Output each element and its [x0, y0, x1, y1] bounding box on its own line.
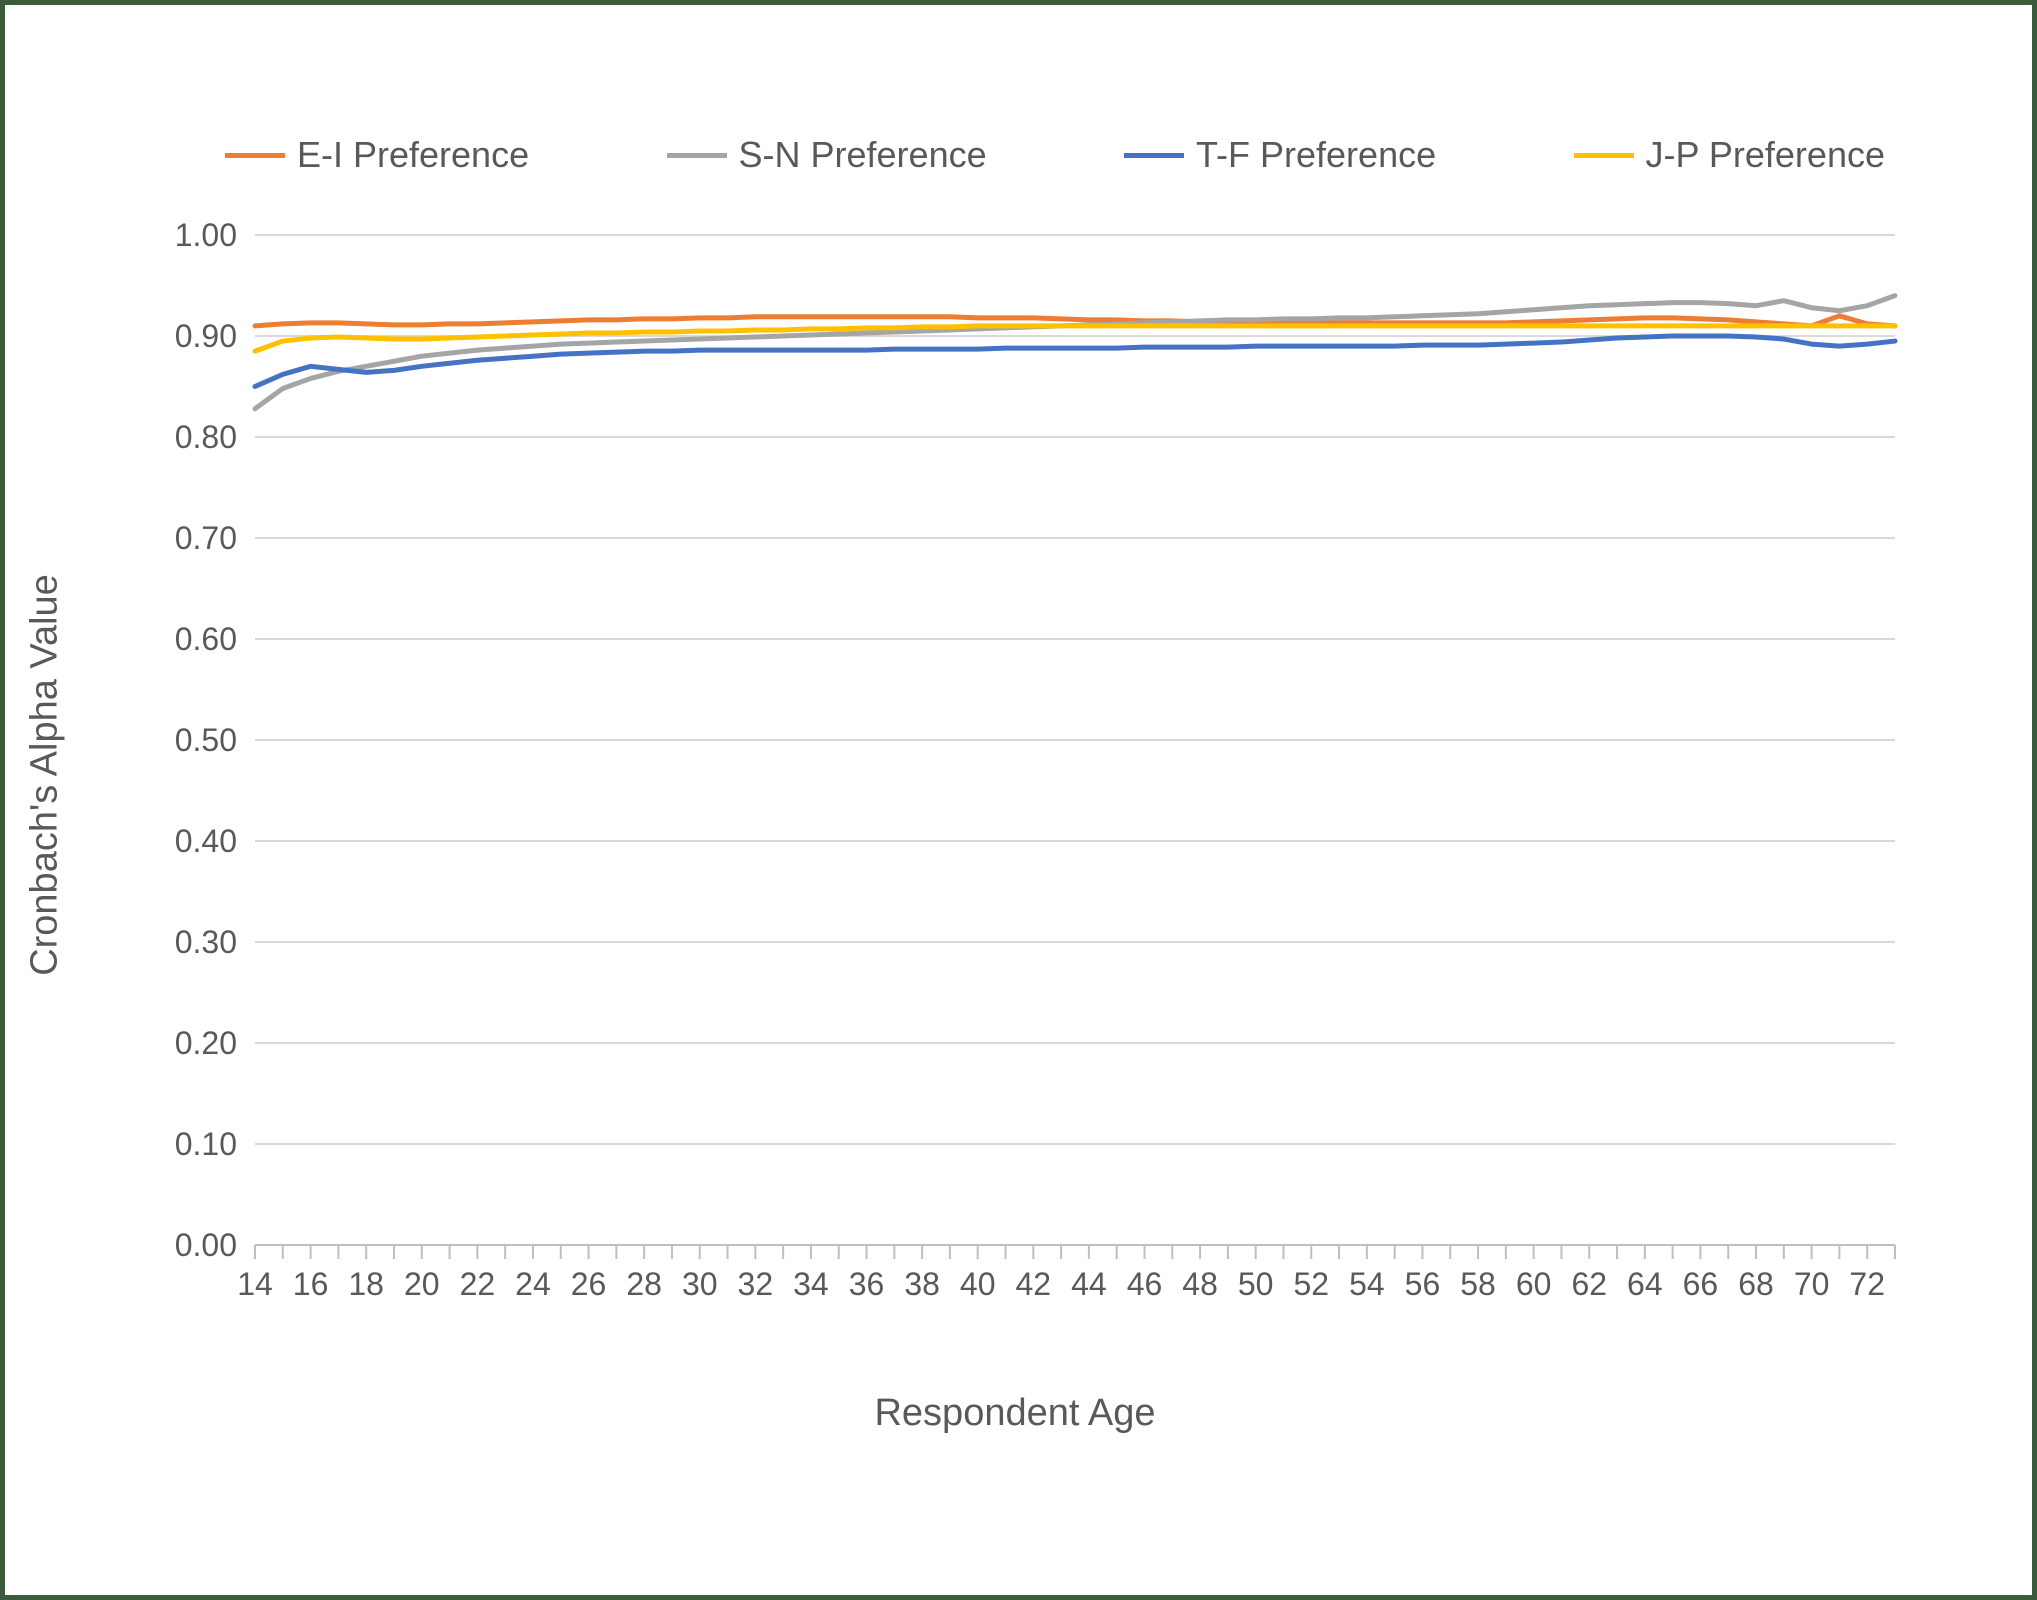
svg-text:22: 22: [460, 1266, 496, 1302]
svg-text:0.20: 0.20: [175, 1025, 237, 1061]
legend-item-jp: J-P Preference: [1574, 134, 1885, 176]
svg-text:36: 36: [849, 1266, 885, 1302]
svg-text:18: 18: [348, 1266, 384, 1302]
svg-text:16: 16: [293, 1266, 329, 1302]
svg-text:72: 72: [1849, 1266, 1885, 1302]
svg-text:26: 26: [571, 1266, 607, 1302]
legend-swatch-jp: [1574, 153, 1634, 158]
svg-text:0.10: 0.10: [175, 1126, 237, 1162]
svg-text:44: 44: [1071, 1266, 1107, 1302]
svg-text:0.70: 0.70: [175, 520, 237, 556]
svg-text:20: 20: [404, 1266, 440, 1302]
legend-swatch-ei: [225, 153, 285, 158]
svg-text:48: 48: [1182, 1266, 1218, 1302]
legend: E-I Preference S-N Preference T-F Prefer…: [225, 125, 1885, 185]
svg-text:66: 66: [1683, 1266, 1719, 1302]
chart-container: E-I Preference S-N Preference T-F Prefer…: [105, 125, 1925, 1425]
svg-text:60: 60: [1516, 1266, 1552, 1302]
svg-text:70: 70: [1794, 1266, 1830, 1302]
svg-text:1.00: 1.00: [175, 217, 237, 253]
legend-label-jp: J-P Preference: [1646, 134, 1885, 176]
legend-label-ei: E-I Preference: [297, 134, 529, 176]
legend-swatch-sn: [667, 153, 727, 158]
svg-text:50: 50: [1238, 1266, 1274, 1302]
legend-swatch-tf: [1124, 153, 1184, 158]
svg-text:28: 28: [626, 1266, 662, 1302]
svg-text:46: 46: [1127, 1266, 1163, 1302]
chart-frame: E-I Preference S-N Preference T-F Prefer…: [0, 0, 2037, 1600]
svg-text:40: 40: [960, 1266, 996, 1302]
legend-item-sn: S-N Preference: [667, 134, 987, 176]
svg-text:68: 68: [1738, 1266, 1774, 1302]
y-axis-title: Cronbach's Alpha Value: [24, 574, 67, 976]
chart-svg: 0.00 0.10 0.20 0.30 0.40 0.50 0.60 0.70 0.80 0.90…: [105, 125, 1925, 1375]
svg-text:14: 14: [237, 1266, 273, 1302]
svg-text:0.00: 0.00: [175, 1227, 237, 1263]
legend-item-tf: T-F Preference: [1124, 134, 1436, 176]
svg-text:0.80: 0.80: [175, 419, 237, 455]
legend-item-ei: E-I Preference: [225, 134, 529, 176]
svg-text:0.30: 0.30: [175, 924, 237, 960]
svg-text:52: 52: [1293, 1266, 1329, 1302]
x-axis-title: Respondent Age: [105, 1392, 1925, 1435]
svg-text:62: 62: [1571, 1266, 1607, 1302]
svg-text:24: 24: [515, 1266, 551, 1302]
svg-text:64: 64: [1627, 1266, 1663, 1302]
svg-text:38: 38: [904, 1266, 940, 1302]
svg-text:32: 32: [738, 1266, 774, 1302]
svg-text:0.50: 0.50: [175, 722, 237, 758]
svg-text:54: 54: [1349, 1266, 1385, 1302]
svg-text:34: 34: [793, 1266, 829, 1302]
svg-text:42: 42: [1016, 1266, 1052, 1302]
svg-text:30: 30: [682, 1266, 718, 1302]
svg-text:58: 58: [1460, 1266, 1496, 1302]
legend-label-sn: S-N Preference: [739, 134, 987, 176]
svg-text:0.90: 0.90: [175, 318, 237, 354]
svg-text:0.40: 0.40: [175, 823, 237, 859]
legend-label-tf: T-F Preference: [1196, 134, 1436, 176]
svg-text:56: 56: [1405, 1266, 1441, 1302]
svg-text:0.60: 0.60: [175, 621, 237, 657]
